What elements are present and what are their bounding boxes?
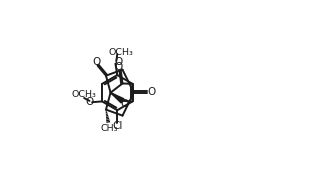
Text: O: O (120, 99, 128, 109)
Text: O: O (85, 97, 93, 107)
Text: Cl: Cl (112, 121, 123, 131)
Text: O: O (114, 57, 122, 67)
Text: OCH₃: OCH₃ (109, 48, 133, 57)
Polygon shape (111, 93, 124, 103)
Text: CH₃: CH₃ (101, 124, 118, 133)
Text: O: O (92, 57, 100, 67)
Text: O: O (147, 87, 155, 97)
Text: O: O (114, 62, 123, 72)
Text: OCH₃: OCH₃ (71, 90, 96, 99)
